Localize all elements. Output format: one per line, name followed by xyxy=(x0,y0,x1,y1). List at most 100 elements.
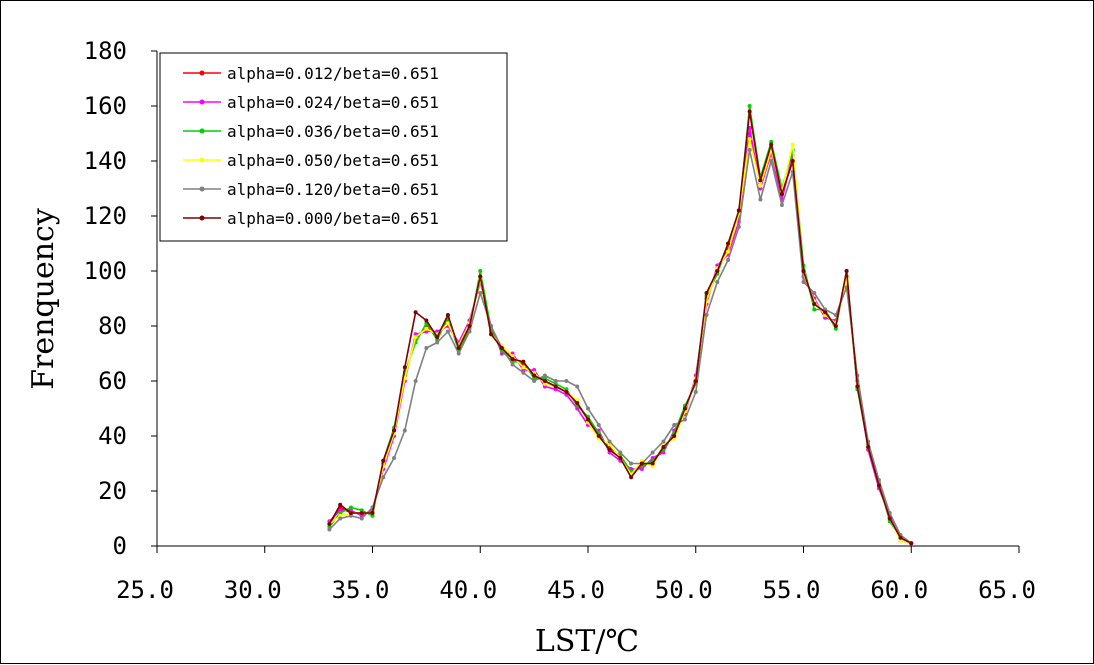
series-point xyxy=(370,513,375,518)
legend-label: alpha=0.000/beta=0.651 xyxy=(227,209,439,228)
series-point xyxy=(866,445,871,449)
series-point xyxy=(639,461,644,466)
series-point xyxy=(909,541,914,546)
series-point xyxy=(445,329,450,334)
series-point xyxy=(435,335,440,339)
series-point xyxy=(596,423,601,427)
series-point xyxy=(413,310,418,315)
series-point xyxy=(510,357,515,361)
legend-label: alpha=0.012/beta=0.651 xyxy=(227,64,439,83)
y-tick-label: 20 xyxy=(98,477,127,505)
series-point xyxy=(521,365,526,370)
series-point xyxy=(779,192,784,196)
series-point xyxy=(424,346,429,350)
series-point xyxy=(553,387,558,392)
series-point xyxy=(639,467,644,471)
series-point xyxy=(844,269,849,273)
series-point xyxy=(338,513,343,518)
series-point xyxy=(898,538,903,543)
series-point xyxy=(704,313,709,317)
y-tick-label: 60 xyxy=(98,367,127,395)
series-point xyxy=(758,197,763,202)
series-point xyxy=(726,249,731,254)
series-point xyxy=(833,313,838,317)
series-point xyxy=(542,379,547,383)
series-point xyxy=(887,516,892,521)
series-point xyxy=(370,511,375,515)
series-point xyxy=(726,258,731,262)
series-point xyxy=(715,269,720,273)
series-point xyxy=(607,439,612,444)
series-point xyxy=(467,324,472,328)
series-point xyxy=(467,329,472,334)
series-point xyxy=(855,384,860,389)
series-point xyxy=(532,368,537,372)
series-point xyxy=(564,379,569,383)
y-tick-label: 180 xyxy=(84,37,127,65)
legend-swatch-marker xyxy=(199,157,205,163)
series-point xyxy=(876,483,881,488)
series-point xyxy=(629,461,634,466)
series-point xyxy=(338,511,343,515)
series-point xyxy=(521,368,526,372)
series-point xyxy=(532,376,537,381)
series-point xyxy=(747,104,752,108)
series-point xyxy=(381,458,386,463)
series-point xyxy=(801,280,806,284)
series-point xyxy=(521,359,526,364)
series-point xyxy=(413,379,418,383)
series-point xyxy=(823,310,828,315)
series-point xyxy=(629,475,634,480)
series-point xyxy=(456,346,461,350)
series-point xyxy=(359,511,364,515)
legend-swatch-marker xyxy=(199,99,205,105)
series-point xyxy=(478,291,483,295)
series-point xyxy=(564,387,569,392)
legend-swatch-marker xyxy=(199,186,205,192)
series-point xyxy=(758,178,763,183)
series-point xyxy=(833,324,838,328)
series-point xyxy=(445,313,450,317)
y-tick-label: 80 xyxy=(98,312,127,340)
series-point xyxy=(553,379,558,383)
series-point xyxy=(736,208,741,213)
series-point xyxy=(381,475,386,480)
series-point xyxy=(736,225,741,229)
series-point xyxy=(704,291,709,295)
y-tick-label: 140 xyxy=(84,147,127,175)
series-point xyxy=(650,464,655,469)
x-tick-label: 35.0 xyxy=(332,576,390,604)
series-point xyxy=(424,326,429,331)
series-point xyxy=(682,406,687,411)
series-point xyxy=(898,535,903,540)
series-point xyxy=(672,434,677,438)
series-point xyxy=(359,508,364,513)
series-point xyxy=(553,384,558,389)
y-tick-label: 100 xyxy=(84,257,127,285)
series-point xyxy=(348,511,353,515)
series-point xyxy=(542,376,547,381)
axes: 0 20 40 60 80 100 120 140 160 180 25.0 30.0 35.0 40.0… xyxy=(84,37,1036,604)
series-point xyxy=(532,373,537,378)
series-point xyxy=(542,381,547,386)
series-layer xyxy=(327,104,914,546)
x-tick-label: 40.0 xyxy=(439,576,497,604)
legend-label: alpha=0.120/beta=0.651 xyxy=(227,180,439,199)
legend-label: alpha=0.050/beta=0.651 xyxy=(227,151,439,170)
series-point xyxy=(758,186,763,191)
series-point xyxy=(693,390,698,394)
x-tick-label: 45.0 xyxy=(547,576,605,604)
series-point xyxy=(392,428,397,433)
series-point xyxy=(478,274,483,279)
series-point xyxy=(359,516,364,521)
series-point xyxy=(338,508,343,513)
series-point xyxy=(413,335,418,339)
series-point xyxy=(542,373,547,378)
series-point xyxy=(790,142,795,147)
series-point xyxy=(424,318,429,323)
series-point xyxy=(435,340,440,345)
series-point xyxy=(661,439,666,444)
series-point xyxy=(812,307,817,312)
series-point xyxy=(445,321,450,326)
